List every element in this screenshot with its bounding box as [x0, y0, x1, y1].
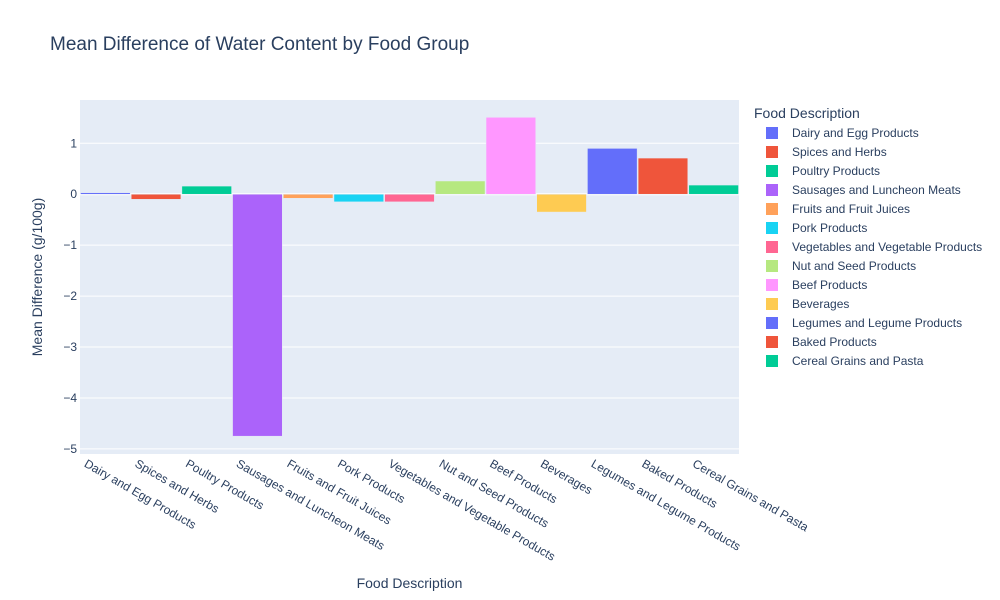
- legend: Food Description Dairy and Egg Products S…: [754, 105, 982, 368]
- bar: [333, 193, 384, 203]
- legend-label[interactable]: Legumes and Legume Products: [792, 316, 962, 330]
- bar: [536, 193, 587, 213]
- legend-swatch[interactable]: [766, 222, 778, 234]
- bar: [688, 184, 739, 195]
- x-axis-title: Food Description: [357, 575, 463, 591]
- bar: [181, 185, 232, 195]
- bar: [587, 148, 638, 195]
- legend-label[interactable]: Nut and Seed Products: [792, 259, 916, 273]
- legend-label[interactable]: Beef Products: [792, 278, 867, 292]
- bar: [283, 193, 334, 199]
- y-axis-ticks: 1 0 −1 −2 −3 −4 −5: [63, 136, 77, 456]
- legend-label[interactable]: Fruits and Fruit Juices: [792, 202, 910, 216]
- bar: [80, 192, 131, 195]
- y-tick-label: 1: [70, 136, 77, 150]
- legend-swatch[interactable]: [766, 260, 778, 272]
- chart-title: Mean Difference of Water Content by Food…: [50, 34, 469, 55]
- legend-swatch[interactable]: [766, 184, 778, 196]
- legend-swatch[interactable]: [766, 127, 778, 139]
- legend-label[interactable]: Spices and Herbs: [792, 145, 887, 159]
- plot-area: [80, 100, 739, 454]
- legend-label[interactable]: Beverages: [792, 297, 849, 311]
- y-axis-title: Mean Difference (g/100g): [29, 198, 45, 357]
- y-tick-label: −4: [63, 391, 77, 405]
- legend-swatch[interactable]: [766, 165, 778, 177]
- y-tick-label: −1: [63, 238, 77, 252]
- bar: [232, 193, 283, 437]
- legend-swatch[interactable]: [766, 146, 778, 158]
- legend-label[interactable]: Baked Products: [792, 335, 877, 349]
- legend-label[interactable]: Sausages and Luncheon Meats: [792, 183, 961, 197]
- bar: [384, 193, 435, 203]
- legend-swatch[interactable]: [766, 317, 778, 329]
- legend-title: Food Description: [754, 105, 860, 121]
- bar: [637, 157, 689, 195]
- y-tick-label: −3: [63, 340, 77, 354]
- bar: [485, 117, 536, 195]
- legend-swatch[interactable]: [766, 355, 778, 367]
- y-tick-label: 0: [70, 187, 77, 201]
- legend-swatch[interactable]: [766, 241, 778, 253]
- legend-label[interactable]: Vegetables and Vegetable Products: [792, 240, 982, 254]
- legend-label[interactable]: Cereal Grains and Pasta: [792, 354, 924, 368]
- bar: [130, 193, 182, 200]
- legend-label[interactable]: Poultry Products: [792, 164, 880, 178]
- legend-label[interactable]: Pork Products: [792, 221, 867, 235]
- y-tick-label: −2: [63, 289, 77, 303]
- legend-swatch[interactable]: [766, 279, 778, 291]
- bar: [435, 180, 486, 195]
- legend-swatch[interactable]: [766, 336, 778, 348]
- legend-swatch[interactable]: [766, 203, 778, 215]
- legend-items: Dairy and Egg Products Spices and Herbs Po…: [766, 126, 982, 368]
- y-tick-label: −5: [63, 442, 77, 456]
- bars-group: [80, 117, 739, 437]
- legend-label[interactable]: Dairy and Egg Products: [792, 126, 919, 140]
- legend-swatch[interactable]: [766, 298, 778, 310]
